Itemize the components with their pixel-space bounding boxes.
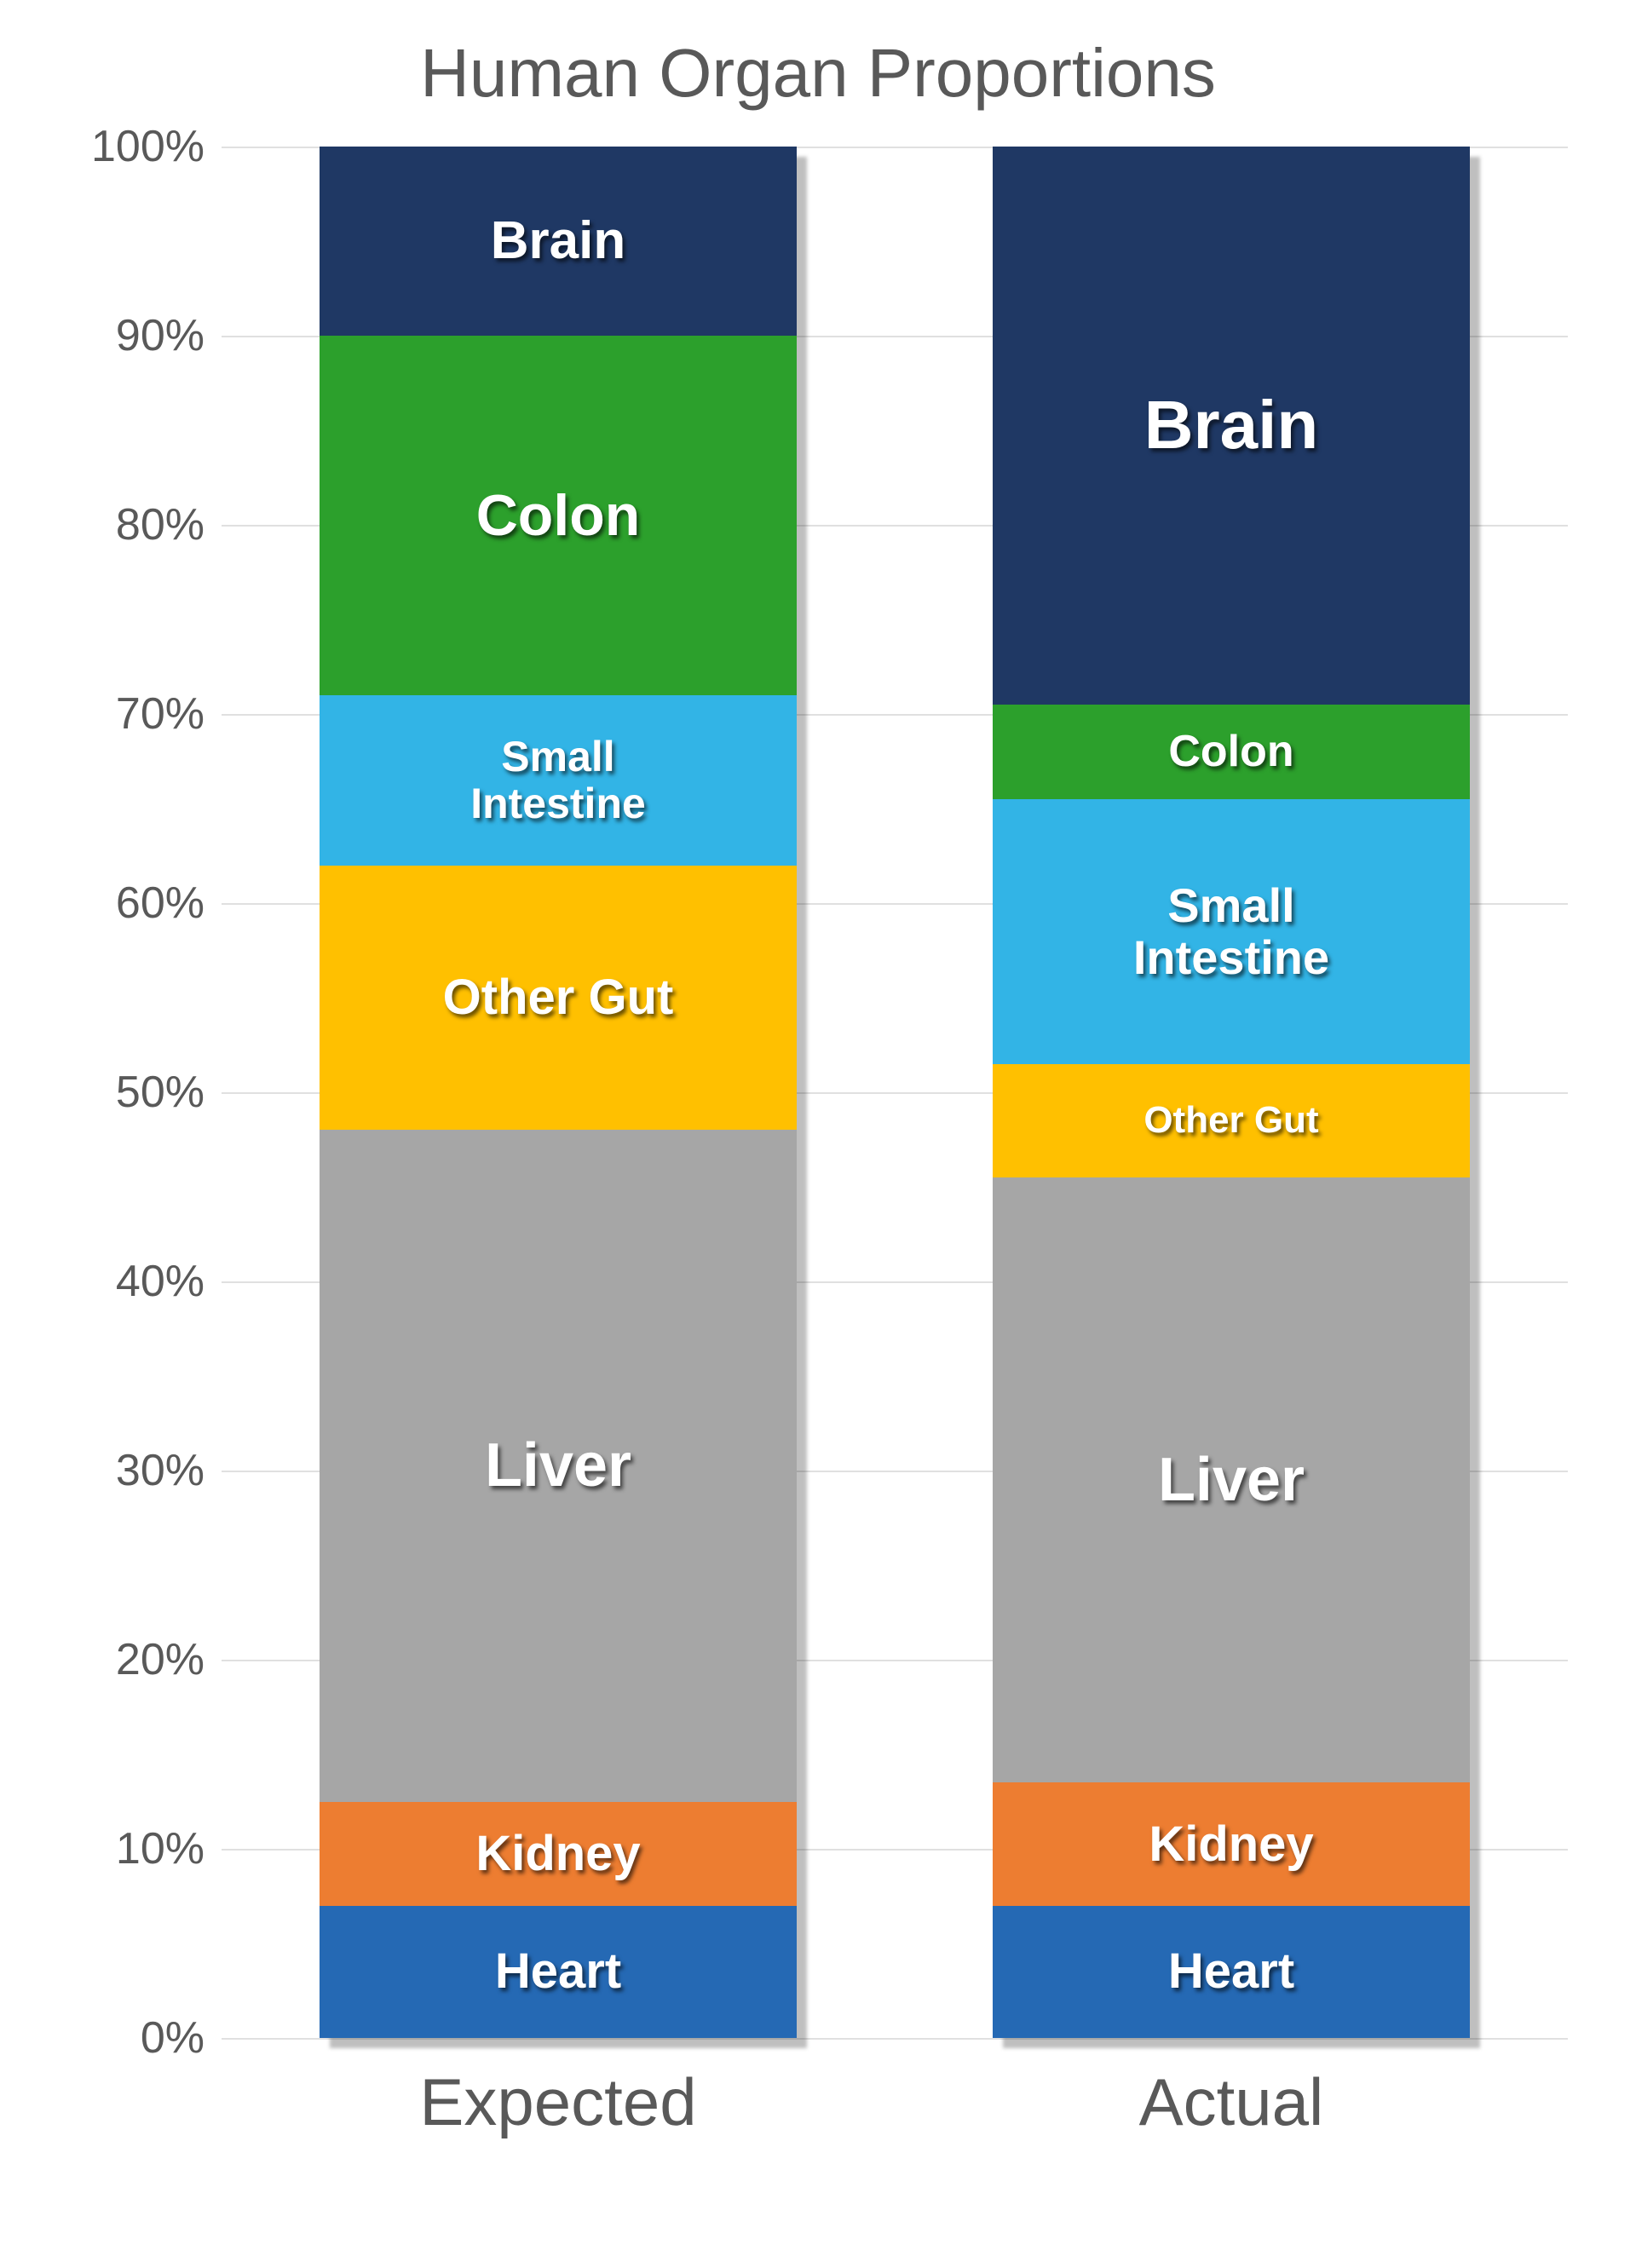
segment-other-gut: Other Gut	[320, 866, 797, 1131]
x-label-actual: Actual	[993, 2064, 1470, 2141]
segment-label: Brain	[484, 212, 632, 270]
plot-area: 0%10%20%30%40%50%60%70%80%90%100% HeartK…	[222, 147, 1568, 2038]
segment-liver: Liver	[320, 1130, 797, 1801]
y-tick-label: 30%	[116, 1445, 222, 1496]
segment-colon: Colon	[993, 705, 1470, 799]
segment-label: Colon	[469, 484, 648, 548]
segment-heart: Heart	[320, 1906, 797, 2038]
segment-kidney: Kidney	[993, 1782, 1470, 1905]
y-tick-label: 0%	[141, 2012, 222, 2064]
segment-colon: Colon	[320, 336, 797, 695]
bars-row: Heart Kidney Liver Other Gut SmallIntestine C…	[222, 147, 1568, 2038]
segment-label: Liver	[478, 1432, 638, 1500]
segment-label: Colon	[1161, 728, 1300, 776]
segment-brain: Brain	[320, 147, 797, 336]
segment-small-intestine: SmallIntestine	[320, 695, 797, 866]
x-axis-labels: Expected Actual	[222, 2064, 1568, 2141]
segment-heart: Heart	[993, 1906, 1470, 2038]
y-tick-label: 80%	[116, 499, 222, 550]
segment-other-gut: Other Gut	[993, 1064, 1470, 1177]
y-tick-label: 90%	[116, 310, 222, 361]
y-tick-label: 10%	[116, 1823, 222, 1874]
segment-kidney: Kidney	[320, 1802, 797, 1906]
bar-column-wrapper: Heart Kidney Liver Other Gut SmallIntestine C…	[993, 147, 1470, 2038]
segment-small-intestine: SmallIntestine	[993, 799, 1470, 1064]
y-tick-label: 50%	[116, 1067, 222, 1118]
bar-column-expected: Heart Kidney Liver Other Gut SmallIntestine C…	[320, 147, 797, 2038]
segment-label: Other Gut	[1137, 1100, 1325, 1141]
segment-label: SmallIntestine	[1126, 879, 1336, 984]
segment-label: Heart	[1161, 1944, 1301, 1999]
segment-label: Kidney	[1142, 1817, 1320, 1872]
y-tick-label: 70%	[116, 688, 222, 740]
chart-title: Human Organ Proportions	[34, 34, 1602, 112]
segment-brain: Brain	[993, 147, 1470, 705]
y-tick-label: 100%	[91, 121, 222, 172]
bar-column-actual: Heart Kidney Liver Other Gut SmallIntestine C…	[993, 147, 1470, 2038]
segment-label: SmallIntestine	[464, 734, 653, 827]
chart-container: Human Organ Proportions 0%10%20%30%40%50…	[34, 34, 1602, 2141]
x-label-expected: Expected	[320, 2064, 797, 2141]
segment-label: Other Gut	[436, 970, 681, 1025]
segment-label: Heart	[488, 1944, 628, 1999]
y-tick-label: 60%	[116, 878, 222, 929]
y-tick-label: 40%	[116, 1256, 222, 1307]
bar-column-wrapper: Heart Kidney Liver Other Gut SmallIntestine C…	[320, 147, 797, 2038]
segment-label: Liver	[1151, 1447, 1311, 1514]
y-tick-label: 20%	[116, 1634, 222, 1685]
segment-label: Kidney	[469, 1827, 647, 1881]
segment-label: Brain	[1138, 388, 1326, 463]
segment-liver: Liver	[993, 1177, 1470, 1782]
